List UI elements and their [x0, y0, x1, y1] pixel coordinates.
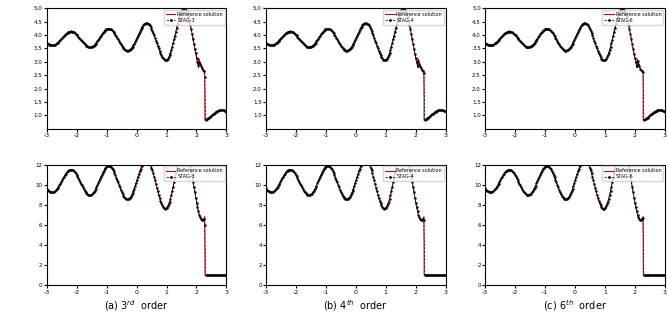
Legend: Reference solution, STAG-6: Reference solution, STAG-6 [602, 166, 663, 181]
X-axis label: (c) 6$^{th}$  order: (c) 6$^{th}$ order [543, 299, 607, 314]
X-axis label: (a) 3$^{rd}$  order: (a) 3$^{rd}$ order [104, 299, 169, 314]
X-axis label: (b) 4$^{th}$  order: (b) 4$^{th}$ order [323, 299, 388, 314]
Legend: Reference solution, STAG-3: Reference solution, STAG-3 [164, 10, 225, 25]
Legend: Reference solution, STAG-4: Reference solution, STAG-4 [383, 10, 444, 25]
Legend: Reference solution, STAG-4: Reference solution, STAG-4 [383, 166, 444, 181]
Legend: Reference solution, STAG-3: Reference solution, STAG-3 [164, 166, 225, 181]
Legend: Reference solution, STAG-6: Reference solution, STAG-6 [602, 10, 663, 25]
